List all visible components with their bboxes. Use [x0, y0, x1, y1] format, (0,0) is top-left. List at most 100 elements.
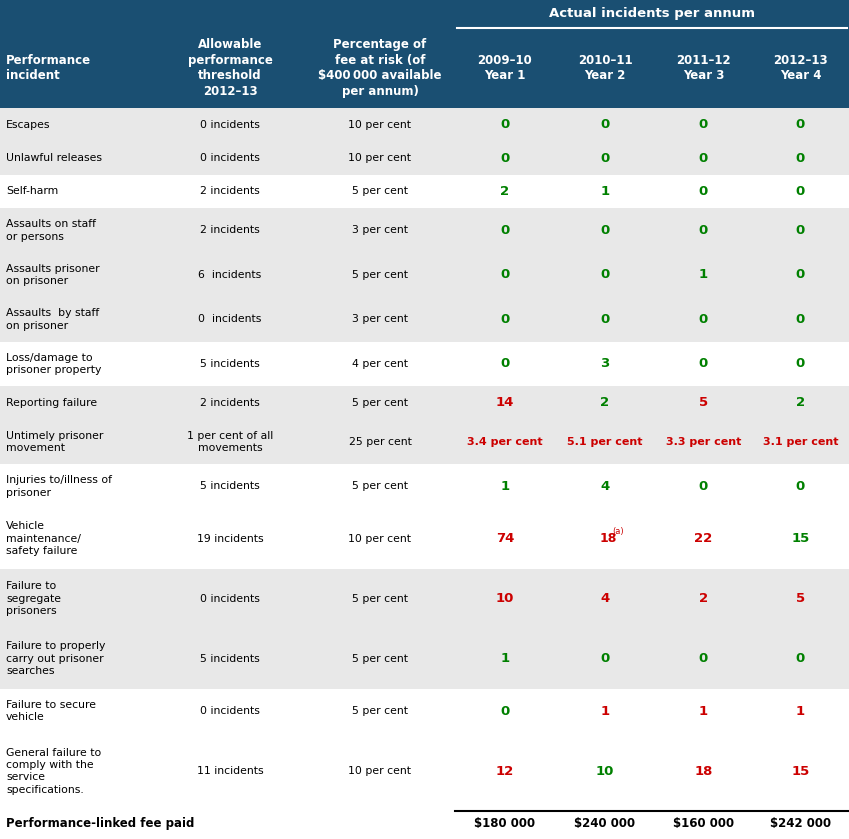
Text: 18: 18 — [694, 764, 712, 778]
Text: 0: 0 — [500, 357, 509, 371]
Text: 2009–10
Year 1: 2009–10 Year 1 — [478, 54, 532, 82]
Text: Untimely prisoner
movement: Untimely prisoner movement — [6, 430, 104, 453]
Bar — [0, 569, 849, 628]
Text: 2: 2 — [500, 185, 509, 198]
Bar — [0, 420, 849, 464]
Text: 2 incidents: 2 incidents — [200, 398, 260, 408]
Text: 0: 0 — [796, 185, 805, 198]
Text: 5: 5 — [796, 592, 805, 605]
Text: 74: 74 — [496, 532, 514, 545]
Text: 1: 1 — [699, 268, 708, 281]
Text: Assaults  by staff
on prisoner: Assaults by staff on prisoner — [6, 308, 99, 331]
Text: 25 per cent: 25 per cent — [349, 437, 412, 447]
Text: 1: 1 — [600, 705, 610, 717]
Text: 0  incidents: 0 incidents — [199, 315, 261, 325]
Text: Escapes: Escapes — [6, 120, 50, 130]
Text: Vehicle
maintenance/
safety failure: Vehicle maintenance/ safety failure — [6, 521, 81, 556]
Bar — [0, 689, 849, 733]
Text: $240 000: $240 000 — [575, 817, 636, 831]
Text: Performance
incident: Performance incident — [6, 54, 91, 82]
Text: 0: 0 — [600, 652, 610, 665]
Text: 2012–13
Year 4: 2012–13 Year 4 — [773, 54, 828, 82]
Text: Self-harm: Self-harm — [6, 186, 59, 196]
Text: Assaults prisoner
on prisoner: Assaults prisoner on prisoner — [6, 263, 99, 286]
Text: 10 per cent: 10 per cent — [348, 766, 412, 776]
Text: Failure to
segregate
prisoners: Failure to segregate prisoners — [6, 581, 61, 616]
Text: 4 per cent: 4 per cent — [352, 359, 408, 369]
Text: 0: 0 — [796, 118, 805, 131]
Text: 10 per cent: 10 per cent — [348, 534, 412, 544]
Text: 3: 3 — [600, 357, 610, 371]
Text: 5 per cent: 5 per cent — [352, 186, 408, 196]
Bar — [0, 341, 849, 386]
Text: 0: 0 — [796, 480, 805, 492]
Bar — [0, 0, 849, 108]
Text: 5 incidents: 5 incidents — [200, 654, 260, 664]
Bar — [0, 508, 849, 569]
Text: 3.1 per cent: 3.1 per cent — [762, 437, 838, 447]
Text: 5 per cent: 5 per cent — [352, 594, 408, 604]
Text: 19 incidents: 19 incidents — [197, 534, 263, 544]
Text: Reporting failure: Reporting failure — [6, 398, 97, 408]
Text: Actual incidents per annum: Actual incidents per annum — [549, 8, 755, 20]
Text: $242 000: $242 000 — [770, 817, 831, 831]
Text: 2 incidents: 2 incidents — [200, 186, 260, 196]
Text: 4: 4 — [600, 592, 610, 605]
Text: 1: 1 — [500, 652, 509, 665]
Text: Performance-linked fee paid: Performance-linked fee paid — [6, 817, 194, 831]
Text: 5 incidents: 5 incidents — [200, 482, 260, 492]
Text: 0: 0 — [500, 313, 509, 326]
Text: 0 incidents: 0 incidents — [200, 120, 260, 130]
Bar — [0, 253, 849, 297]
Bar — [0, 175, 849, 208]
Text: 5 per cent: 5 per cent — [352, 270, 408, 280]
Text: 2010–11
Year 2: 2010–11 Year 2 — [577, 54, 633, 82]
Text: 0: 0 — [699, 652, 708, 665]
Text: 1: 1 — [699, 705, 708, 717]
Text: 1: 1 — [600, 185, 610, 198]
Text: $160 000: $160 000 — [673, 817, 734, 831]
Text: 0: 0 — [796, 152, 805, 164]
Text: 3 per cent: 3 per cent — [352, 315, 408, 325]
Text: 0: 0 — [500, 152, 509, 164]
Text: 5 per cent: 5 per cent — [352, 482, 408, 492]
Text: 0: 0 — [600, 268, 610, 281]
Text: 2: 2 — [796, 396, 805, 409]
Text: Failure to secure
vehicle: Failure to secure vehicle — [6, 700, 96, 722]
Text: 0: 0 — [699, 152, 708, 164]
Text: 0 incidents: 0 incidents — [200, 706, 260, 716]
Text: 15: 15 — [791, 764, 810, 778]
Text: 2: 2 — [699, 592, 708, 605]
Text: 10 per cent: 10 per cent — [348, 120, 412, 130]
Text: 5 per cent: 5 per cent — [352, 398, 408, 408]
Text: 0: 0 — [500, 705, 509, 717]
Text: 0: 0 — [796, 652, 805, 665]
Text: 10 per cent: 10 per cent — [348, 153, 412, 163]
Text: 15: 15 — [791, 532, 810, 545]
Text: 2011–12
Year 3: 2011–12 Year 3 — [676, 54, 731, 82]
Text: 0 incidents: 0 incidents — [200, 153, 260, 163]
Text: 0: 0 — [699, 357, 708, 371]
Text: 0: 0 — [796, 224, 805, 237]
Bar — [0, 628, 849, 689]
Text: 12: 12 — [496, 764, 514, 778]
Bar — [0, 297, 849, 341]
Text: 5 incidents: 5 incidents — [200, 359, 260, 369]
Text: 14: 14 — [496, 396, 514, 409]
Text: 2 incidents: 2 incidents — [200, 226, 260, 236]
Text: 1: 1 — [500, 480, 509, 492]
Text: 0: 0 — [699, 313, 708, 326]
Text: 0: 0 — [699, 185, 708, 198]
Bar — [0, 733, 849, 809]
Text: Injuries to/illness of
prisoner: Injuries to/illness of prisoner — [6, 475, 112, 498]
Text: 0: 0 — [699, 224, 708, 237]
Text: (a): (a) — [612, 527, 624, 536]
Text: Failure to properly
carry out prisoner
searches: Failure to properly carry out prisoner s… — [6, 641, 105, 676]
Text: 10: 10 — [496, 592, 514, 605]
Text: 6  incidents: 6 incidents — [199, 270, 261, 280]
Text: Assaults on staff
or persons: Assaults on staff or persons — [6, 219, 96, 242]
Text: $180 000: $180 000 — [475, 817, 536, 831]
Text: 10: 10 — [596, 764, 614, 778]
Text: General failure to
comply with the
service
specifications.: General failure to comply with the servi… — [6, 748, 101, 795]
Text: 5.1 per cent: 5.1 per cent — [567, 437, 643, 447]
